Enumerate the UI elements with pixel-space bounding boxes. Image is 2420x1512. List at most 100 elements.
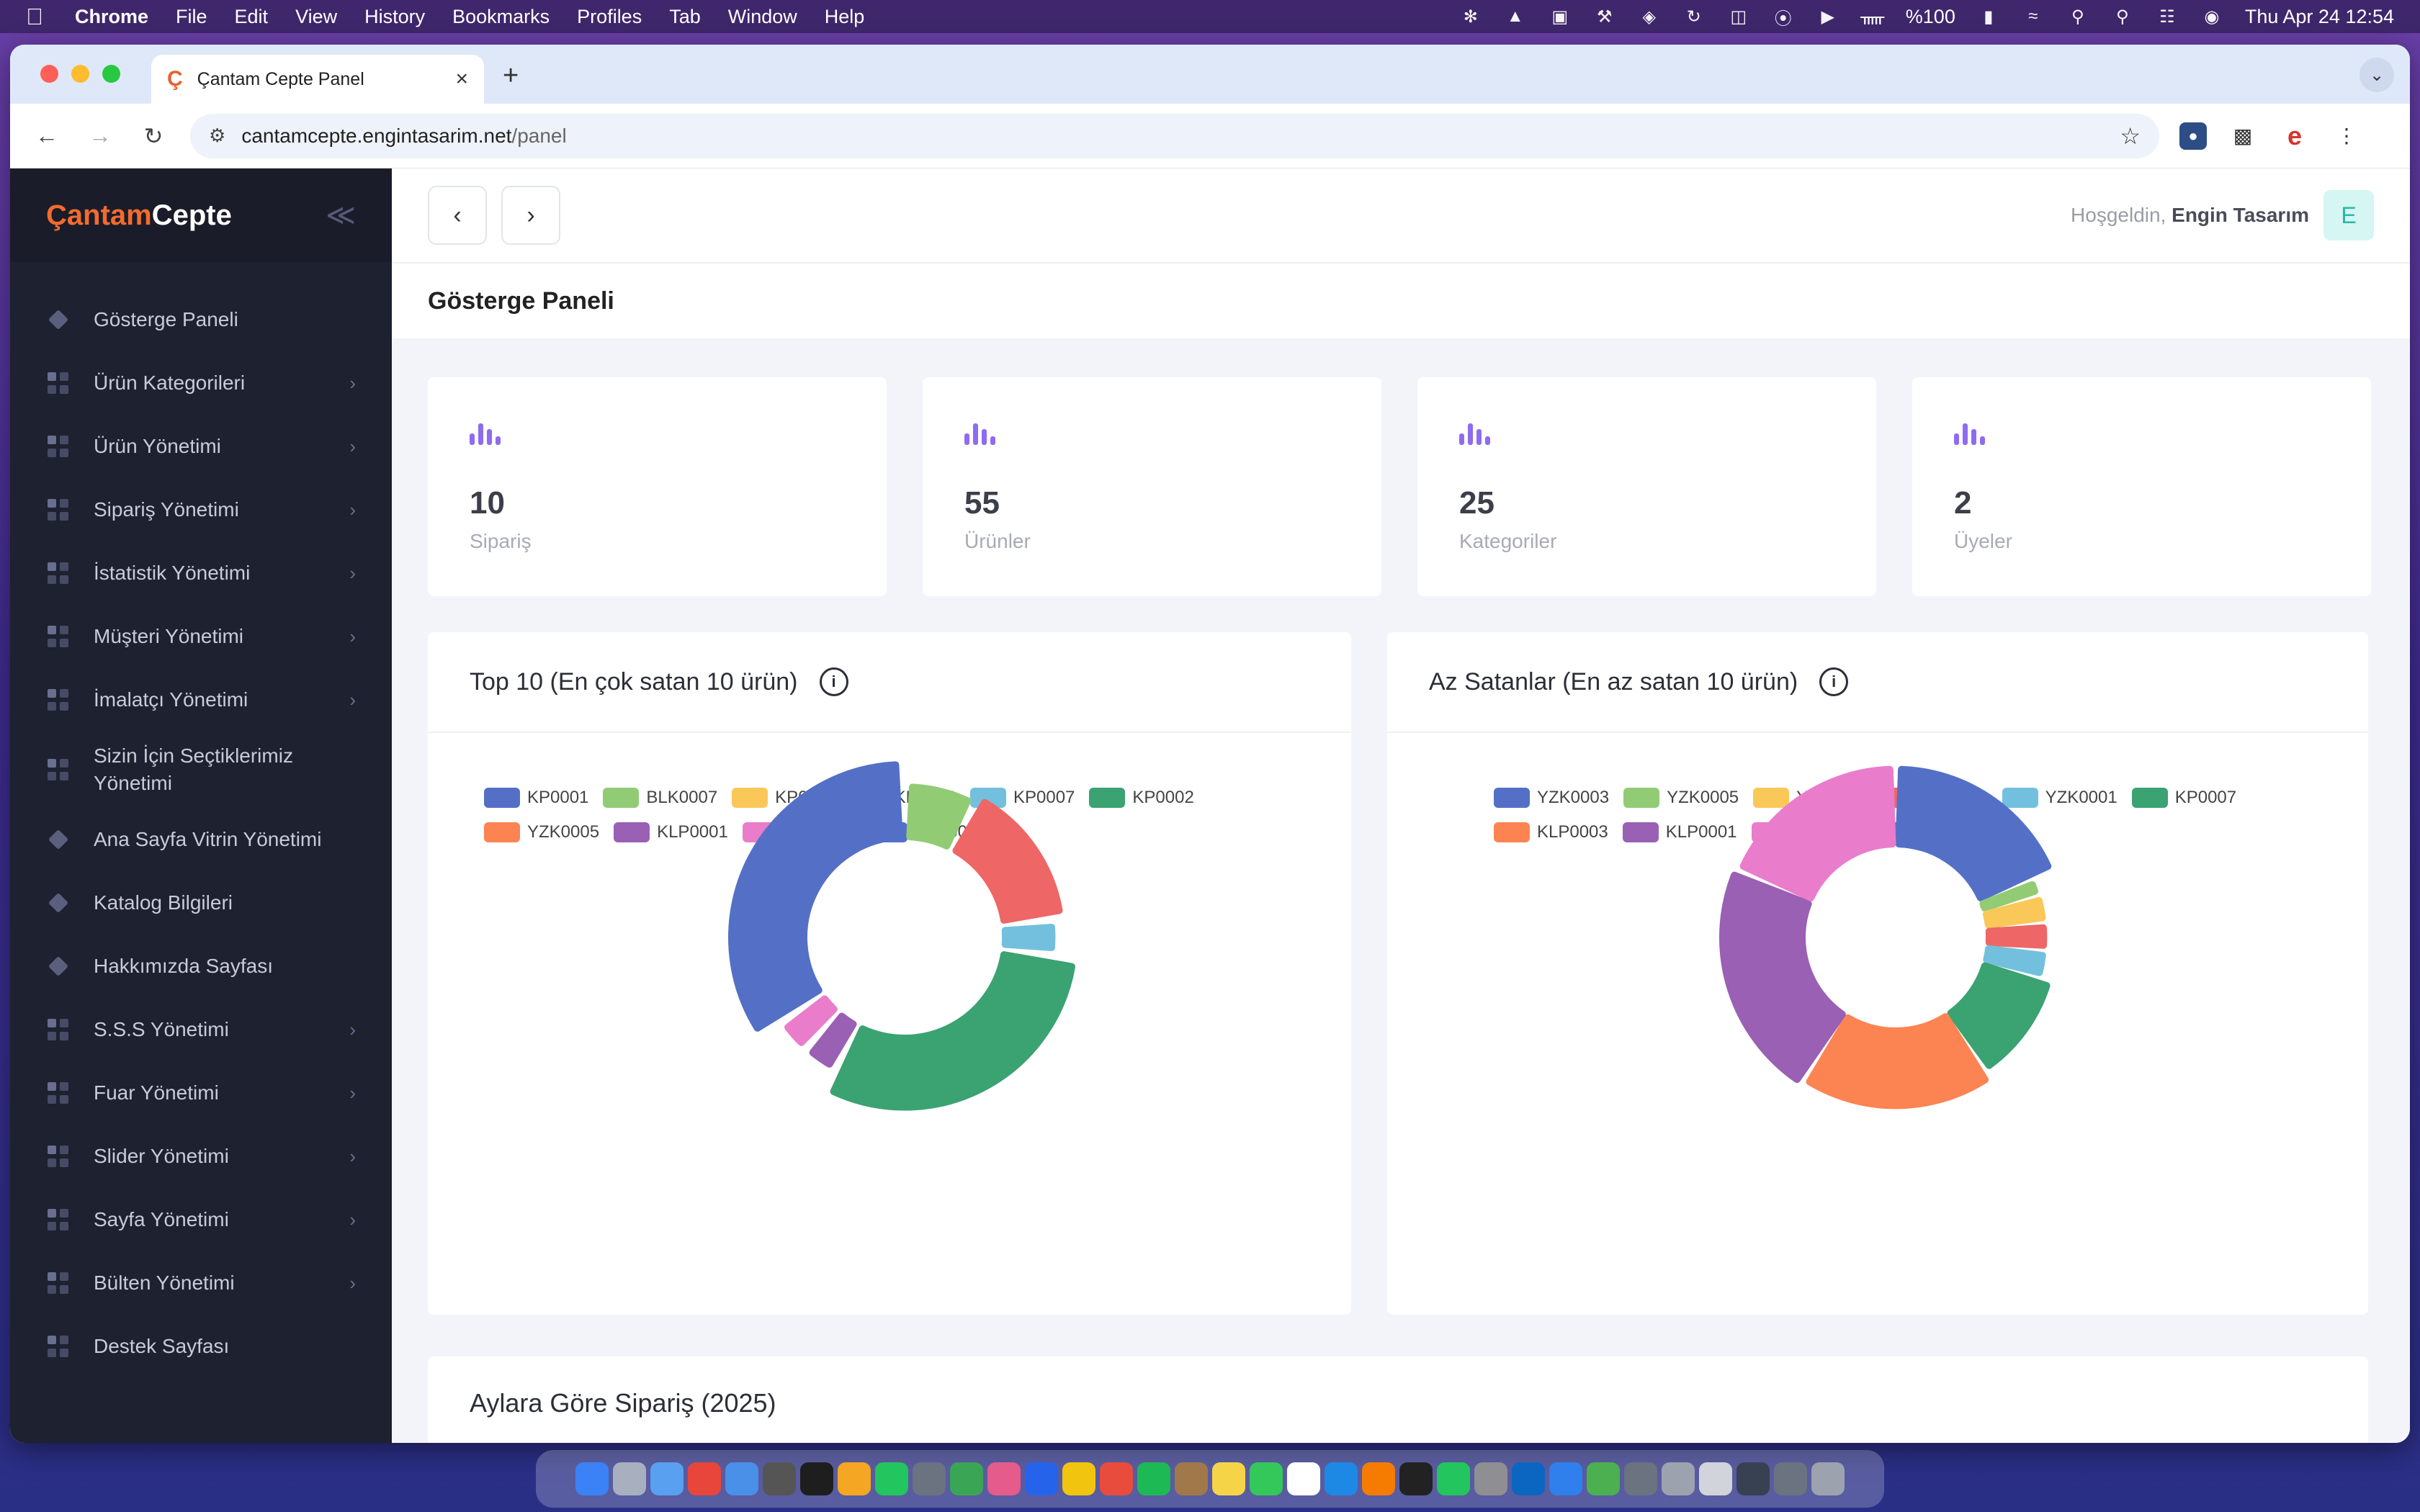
stat-card-orders[interactable]: 10 Sipariş <box>428 377 887 596</box>
profile-e-icon[interactable]: e <box>2287 120 2303 150</box>
tools-icon[interactable]: ⚒ <box>1597 6 1613 27</box>
legend-item[interactable]: YZK0005 <box>1623 785 1739 811</box>
sidebar-item[interactable]: Sayfa Yönetimi › <box>10 1188 392 1251</box>
donut-segment-KLP0003[interactable] <box>1806 1013 1989 1110</box>
sidebar-item[interactable]: Ürün Kategorileri › <box>10 351 392 415</box>
dock-app-icon[interactable] <box>987 1462 1021 1495</box>
legend-item[interactable]: KP0007 <box>2131 785 2236 811</box>
bluetooth-icon[interactable]: ᚅ <box>1860 6 1885 27</box>
time-machine-icon[interactable]: ↻ <box>1686 6 1701 27</box>
dock-app-icon[interactable] <box>725 1462 758 1495</box>
dock-app-icon[interactable] <box>1212 1462 1245 1495</box>
prev-page-button[interactable]: ‹ <box>428 186 487 245</box>
sidebar-item[interactable]: Sipariş Yönetimi › <box>10 478 392 541</box>
donut-segment-KP0004[interactable] <box>1985 924 2048 949</box>
dock-app-icon[interactable] <box>1100 1462 1133 1495</box>
menu-app-chrome[interactable]: Chrome <box>75 5 149 27</box>
next-page-button[interactable]: › <box>501 186 560 245</box>
forward-button[interactable]: → <box>89 122 112 148</box>
stat-card-categories[interactable]: 25 Kategoriler <box>1417 377 1876 596</box>
donut-segment-KLP0001[interactable] <box>809 1012 857 1068</box>
donut-segment-KLP0001[interactable] <box>1719 871 1846 1084</box>
menu-view[interactable]: View <box>295 5 338 27</box>
dock-app-icon[interactable] <box>950 1462 983 1495</box>
legend-item[interactable]: KLP0003 <box>1494 819 1608 845</box>
legend-item[interactable]: YZK0005 <box>484 819 599 845</box>
donut-segment-KP0007[interactable] <box>1947 962 2051 1069</box>
dock-app-icon[interactable] <box>1736 1462 1770 1495</box>
address-bar[interactable]: ⚙ cantamcepte.engintasarim.net/panel ☆ <box>190 113 2159 158</box>
drive-icon[interactable]: ▲ <box>1506 6 1524 26</box>
legend-item[interactable]: KLP0001 <box>1622 819 1737 845</box>
sidebar-item[interactable]: Ürün Yönetimi › <box>10 415 392 478</box>
dock-app-icon[interactable] <box>838 1462 871 1495</box>
dock-app-icon[interactable] <box>688 1462 721 1495</box>
sidebar-item[interactable]: Sizin İçin Seçtiklerimiz Yönetimi <box>10 732 392 808</box>
close-tab-icon[interactable]: × <box>455 67 468 91</box>
legend-item[interactable]: BLK0007 <box>603 785 717 811</box>
sidebar-item[interactable]: Gösterge Paneli <box>10 288 392 351</box>
legend-item[interactable]: KP0007 <box>969 785 1075 811</box>
menubar-clock[interactable]: Thu Apr 24 12:54 <box>2244 5 2394 27</box>
dock-app-icon[interactable] <box>763 1462 796 1495</box>
chrome-menu-icon[interactable]: ⋮ <box>2336 125 2357 147</box>
legend-item[interactable]: YZK0003 <box>1494 785 1609 811</box>
airdrop-icon[interactable]: ⦿ <box>1774 9 1792 29</box>
dock-app-icon[interactable] <box>1587 1462 1620 1495</box>
dock-app-icon[interactable] <box>1774 1462 1807 1495</box>
reload-button[interactable]: ↻ <box>143 122 163 149</box>
wifi-icon[interactable]: ≈ <box>2028 6 2038 26</box>
layers-icon[interactable]: ◈ <box>1642 6 1657 27</box>
siri-icon[interactable]: ◉ <box>2204 6 2220 27</box>
extension-icon[interactable]: ● <box>2179 122 2207 150</box>
stat-card-members[interactable]: 2 Üyeler <box>1912 377 2371 596</box>
dock-app-icon[interactable] <box>1062 1462 1095 1495</box>
info-icon[interactable]: i <box>1819 667 1849 696</box>
dock-app-icon[interactable] <box>613 1462 646 1495</box>
dock-app-icon[interactable] <box>1474 1462 1507 1495</box>
dock-app-icon[interactable] <box>1137 1462 1170 1495</box>
menu-history[interactable]: History <box>364 5 426 27</box>
dock-app-icon[interactable] <box>1362 1462 1395 1495</box>
donut-segment-BLK0002[interactable] <box>1739 765 1896 901</box>
info-icon[interactable]: i <box>819 667 848 696</box>
sidebar-item[interactable]: Slider Yönetimi › <box>10 1125 392 1188</box>
chatgpt-icon[interactable]: ✻ <box>1463 6 1478 27</box>
dock-app-icon[interactable] <box>1025 1462 1058 1495</box>
donut-segment-YZK0003[interactable] <box>1895 765 2052 901</box>
browser-tab-active[interactable]: Ç Çantam Cepte Panel × <box>151 55 484 104</box>
legend-item[interactable]: KP0001 <box>484 785 588 811</box>
sidebar-item[interactable]: Bülten Yönetimi › <box>10 1251 392 1315</box>
display-icon[interactable]: ▣ <box>1551 6 1569 27</box>
legend-item[interactable]: KLP0001 <box>614 819 728 845</box>
legend-item[interactable]: KP0002 <box>1089 785 1194 811</box>
sidebar-toggle-icon[interactable]: ◫ <box>1730 6 1747 27</box>
sidebar-item[interactable]: Müşteri Yönetimi › <box>10 605 392 668</box>
dock-app-icon[interactable] <box>1250 1462 1283 1495</box>
minimize-window-button[interactable] <box>71 65 89 83</box>
user-name[interactable]: Engin Tasarım <box>2172 204 2309 226</box>
close-window-button[interactable] <box>40 65 58 83</box>
donut-segment-YZK0001[interactable] <box>1983 945 2046 976</box>
sidebar-item[interactable]: Katalog Bilgileri <box>10 871 392 935</box>
search-icon[interactable]: ⚲ <box>2116 6 2129 27</box>
zoom-window-button[interactable] <box>102 65 120 83</box>
menu-file[interactable]: File <box>176 5 207 27</box>
sidebar-item[interactable]: İmalatçı Yönetimi › <box>10 668 392 732</box>
new-tab-button[interactable]: + <box>503 60 519 91</box>
spotlight-icon[interactable]: ⚲ <box>2071 6 2084 27</box>
site-info-icon[interactable]: ⚙ <box>209 125 226 146</box>
sidebar-item[interactable]: Destek Sayfası <box>10 1315 392 1378</box>
sidebar-item[interactable]: İstatistik Yönetimi › <box>10 541 392 605</box>
dock-app-icon[interactable] <box>1624 1462 1657 1495</box>
apple-icon[interactable]:  <box>26 4 48 30</box>
menu-help[interactable]: Help <box>824 5 865 27</box>
brand-logo[interactable]: ÇantamCepte <box>46 199 232 232</box>
dock-app-icon[interactable] <box>1325 1462 1358 1495</box>
donut-segment-BLK0007[interactable] <box>906 783 972 850</box>
bookmark-star-icon[interactable]: ☆ <box>2120 122 2141 149</box>
back-button[interactable]: ← <box>35 122 58 148</box>
donut-segment-YZK0005[interactable] <box>1979 881 2038 912</box>
menu-bookmarks[interactable]: Bookmarks <box>452 5 550 27</box>
dock-app-icon[interactable] <box>875 1462 908 1495</box>
